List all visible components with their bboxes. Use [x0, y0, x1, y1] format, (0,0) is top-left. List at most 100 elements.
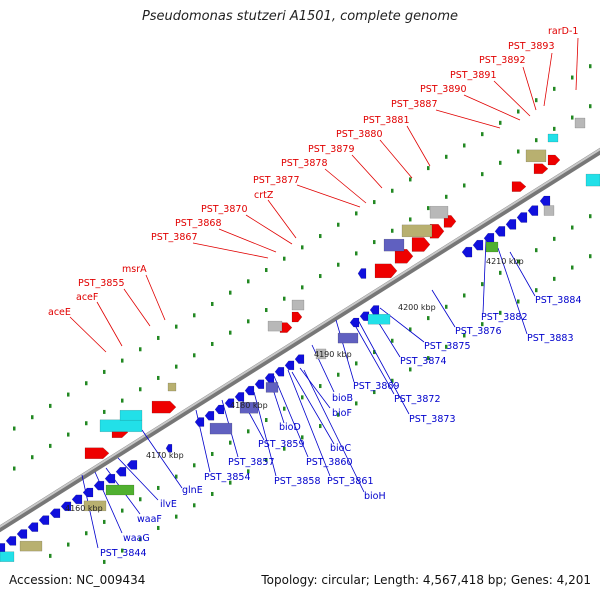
gene-feature [239, 401, 259, 414]
label-PST_3878[interactable]: PST_3878 [281, 158, 328, 169]
leader-line [463, 94, 521, 121]
label-aceF[interactable]: aceF [76, 292, 98, 303]
gc-tick [427, 206, 430, 211]
label-PST_3857[interactable]: PST_3857 [228, 457, 275, 468]
gc-tick [265, 418, 268, 423]
gene-feature [19, 540, 43, 552]
gene-feature [367, 313, 391, 325]
label-glnE[interactable]: glnE [182, 485, 203, 496]
leader-line [575, 37, 579, 91]
gc-tick [337, 372, 340, 377]
leader-line [351, 319, 395, 395]
label-PST_3891[interactable]: PST_3891 [450, 70, 497, 81]
label-PST_3874[interactable]: PST_3874 [400, 356, 447, 367]
gc-tick [301, 435, 304, 440]
label-PST_3873[interactable]: PST_3873 [409, 414, 456, 425]
label-bioF[interactable]: bioF [332, 408, 352, 419]
gc-tick [463, 293, 466, 298]
label-PST_3893[interactable]: PST_3893 [508, 41, 555, 52]
label-PST_3861[interactable]: PST_3861 [327, 476, 374, 487]
label-PST_3882[interactable]: PST_3882 [481, 312, 528, 323]
label-waaG[interactable]: waaG [123, 533, 150, 544]
label-PST_3884[interactable]: PST_3884 [535, 295, 582, 306]
label-waaF[interactable]: waaF [137, 514, 162, 525]
gc-tick [535, 288, 538, 293]
gc-tick [337, 222, 340, 227]
gc-tick [265, 308, 268, 313]
gc-tick [247, 319, 250, 324]
label-PST_3880[interactable]: PST_3880 [336, 129, 383, 140]
gc-tick [139, 537, 142, 542]
accession-text: Accession: NC_009434 [9, 573, 146, 587]
gc-tick [427, 166, 430, 171]
gc-tick [463, 143, 466, 148]
label-PST_3879[interactable]: PST_3879 [308, 144, 355, 155]
gene-feature [539, 195, 551, 207]
gene-feature [264, 373, 275, 383]
gc-tick [157, 485, 160, 490]
gc-tick [157, 525, 160, 530]
gc-tick [85, 381, 88, 386]
label-rarD-1[interactable]: rarD-1 [548, 26, 578, 37]
label-crtZ[interactable]: crtZ [254, 190, 274, 201]
leader-line [303, 369, 365, 493]
label-PST_3867[interactable]: PST_3867 [151, 232, 198, 243]
gc-tick [391, 188, 394, 193]
gc-tick [589, 104, 592, 109]
gc-tick [589, 64, 592, 69]
label-PST_3877[interactable]: PST_3877 [253, 175, 300, 186]
label-bioD[interactable]: bioD [279, 422, 301, 433]
leader-line [192, 242, 269, 259]
label-PST_3858[interactable]: PST_3858 [274, 476, 321, 487]
label-PST_3881[interactable]: PST_3881 [363, 115, 410, 126]
label-PST_3844[interactable]: PST_3844 [100, 548, 147, 559]
gene-feature [357, 268, 367, 279]
gene-feature [394, 248, 414, 264]
leader-line [145, 274, 166, 321]
label-bioC[interactable]: bioC [330, 443, 351, 454]
gc-tick [517, 149, 520, 154]
gc-tick [31, 455, 34, 460]
gc-tick [229, 330, 232, 335]
gc-tick [355, 251, 358, 256]
leader-line [543, 52, 553, 107]
label-PST_3855[interactable]: PST_3855 [78, 278, 125, 289]
label-PST_3890[interactable]: PST_3890 [420, 84, 467, 95]
gc-tick [553, 236, 556, 241]
label-ilvE[interactable]: ilvE [160, 499, 177, 510]
gene-feature [267, 320, 283, 332]
gene-feature [151, 400, 177, 414]
label-PST_3883[interactable]: PST_3883 [527, 333, 574, 344]
gc-tick [373, 240, 376, 245]
label-PST_3887[interactable]: PST_3887 [391, 99, 438, 110]
label-PST_3875[interactable]: PST_3875 [424, 341, 471, 352]
label-PST_3876[interactable]: PST_3876 [455, 326, 502, 337]
gc-tick [229, 290, 232, 295]
gc-tick [229, 480, 232, 485]
label-bioB[interactable]: bioB [332, 393, 353, 404]
label-PST_3872[interactable]: PST_3872 [394, 394, 441, 405]
label-PST_3854[interactable]: PST_3854 [204, 472, 251, 483]
gc-tick [49, 403, 52, 408]
gene-feature [511, 181, 527, 192]
label-leaders [69, 37, 579, 549]
label-PST_3860[interactable]: PST_3860 [306, 457, 353, 468]
leader-line [335, 319, 355, 383]
label-bioH[interactable]: bioH [364, 491, 386, 502]
label-PST_3869[interactable]: PST_3869 [353, 381, 400, 392]
label-PST_3868[interactable]: PST_3868 [175, 218, 222, 229]
leader-line [267, 199, 297, 239]
gc-tick [139, 497, 142, 502]
gc-tick [193, 313, 196, 318]
leader-line [509, 251, 536, 297]
leader-line [311, 344, 335, 393]
label-PST_3892[interactable]: PST_3892 [479, 55, 526, 66]
leader-line [435, 109, 501, 129]
gene-feature [533, 163, 549, 175]
gc-tick [103, 519, 106, 524]
leader-line [245, 214, 293, 245]
label-msrA[interactable]: msrA [122, 264, 147, 275]
label-aceE[interactable]: aceE [48, 307, 71, 318]
label-PST_3870[interactable]: PST_3870 [201, 204, 248, 215]
label-PST_3859[interactable]: PST_3859 [258, 439, 305, 450]
